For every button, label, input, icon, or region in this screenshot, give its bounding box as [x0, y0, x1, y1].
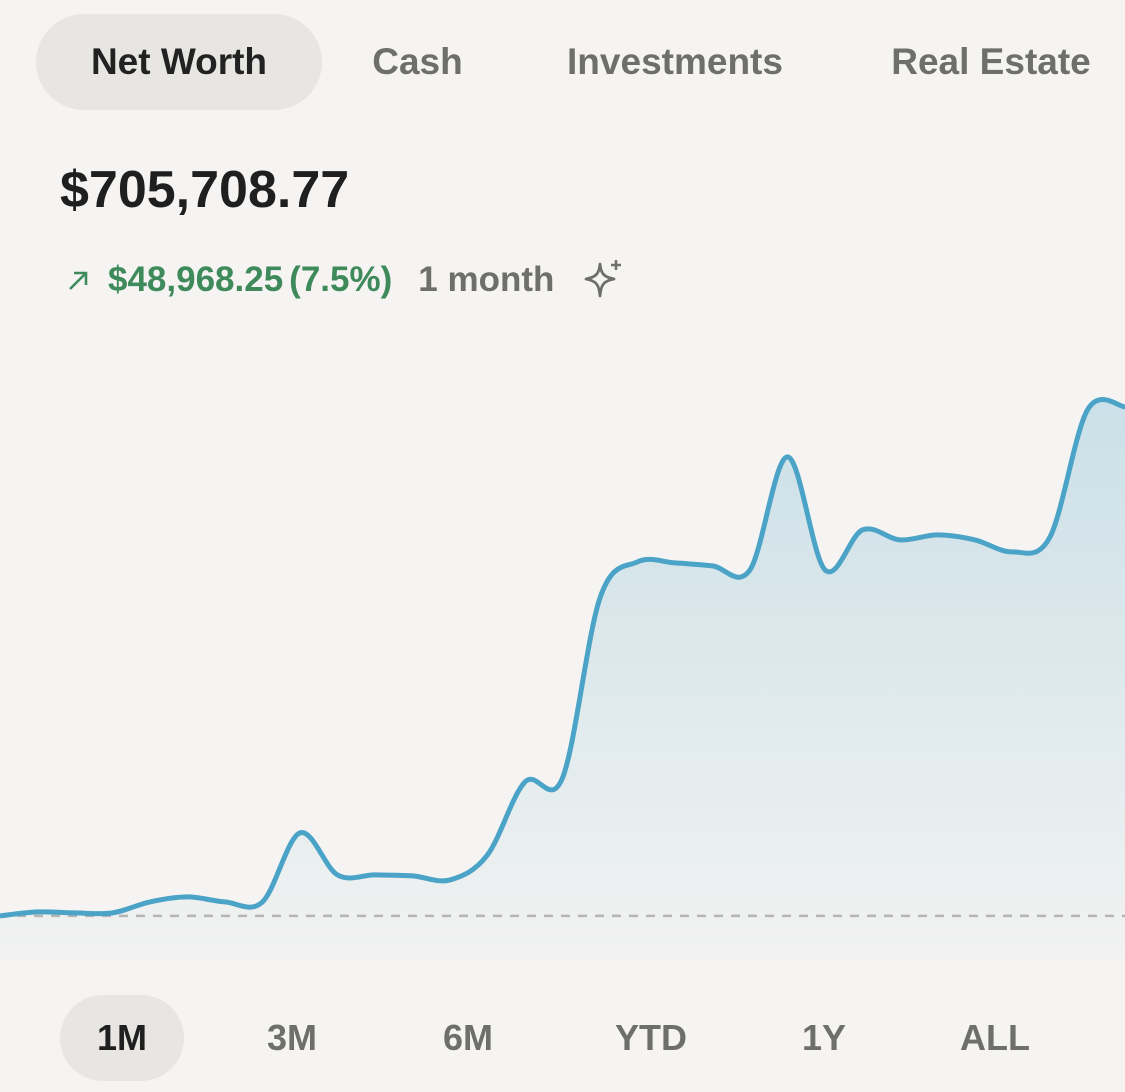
range-button[interactable]: ALL — [960, 1017, 1030, 1058]
balance: $705,708.77 — [60, 161, 350, 219]
change-period: 1 month — [418, 260, 555, 299]
range-button[interactable]: 1Y — [801, 1017, 847, 1058]
up-arrow-icon — [69, 271, 88, 290]
change-row: $48,968.25 (7.5%) 1 month — [64, 256, 626, 304]
tab[interactable]: Real Estate — [891, 41, 1091, 82]
range-button[interactable]: 6M — [442, 1017, 493, 1058]
range-button[interactable]: YTD — [615, 1017, 687, 1058]
area — [0, 399, 1125, 961]
change-percent: (7.5%) — [289, 260, 393, 299]
range-button[interactable]: 3M — [266, 1017, 317, 1058]
tab[interactable]: Investments — [567, 41, 783, 82]
tab[interactable]: Cash — [372, 41, 463, 82]
ai-sparkle-button[interactable] — [582, 258, 626, 302]
range-button[interactable]: 1M — [60, 995, 184, 1081]
line — [0, 397, 1125, 919]
change-amount: $48,968.25 — [108, 260, 284, 299]
tab[interactable]: Net Worth — [36, 14, 322, 110]
